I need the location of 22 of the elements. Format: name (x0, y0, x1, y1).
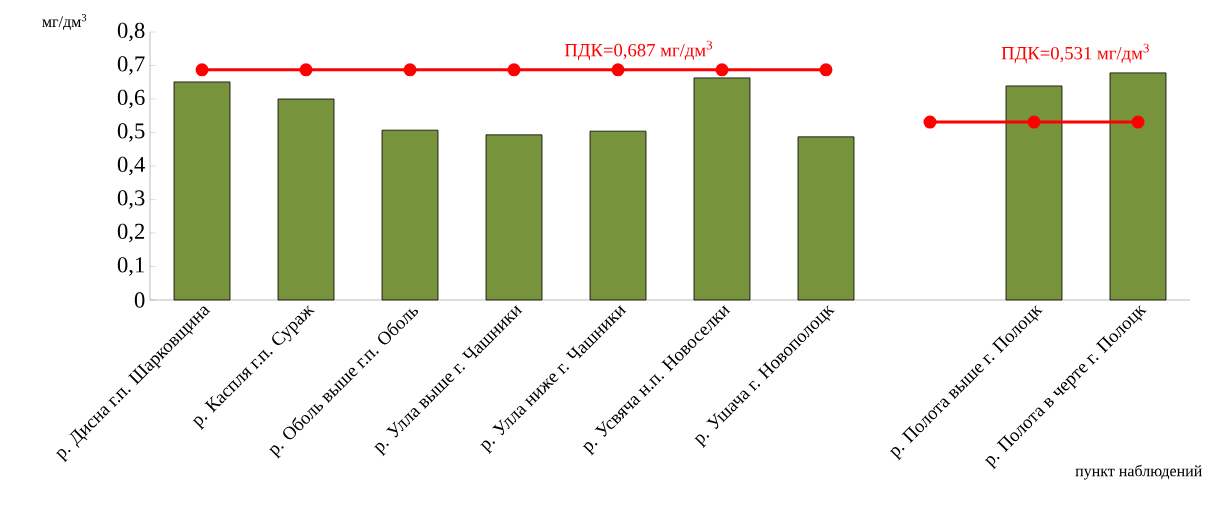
text: ПДК=0,531 мг/дм$^{3}$ (1001, 43, 1149, 64)
bar (1109, 72, 1167, 301)
series-label: ПДК=0,687 мг/дм$^{3}$ (564, 40, 713, 61)
bar (381, 129, 439, 301)
y-tick-label: 0,7 (117, 56, 145, 75)
bar (797, 136, 855, 301)
y-tick-label: 0,4 (117, 156, 145, 176)
y-axis-title: мг/дм$^{3}$ (42, 14, 87, 30)
y-tick-label: 0,5 (117, 123, 145, 142)
bar (485, 134, 543, 301)
y-tick-label: 0,6 (117, 89, 145, 109)
bar (277, 98, 335, 301)
y-tick-label: 0 (134, 292, 145, 308)
bar (1005, 85, 1063, 301)
y-tick-label: 0,1 (117, 257, 144, 276)
y-tick-label: 0,3 (117, 190, 145, 209)
bar (693, 77, 751, 301)
bar (589, 130, 647, 301)
y-tick-label: 0,2 (117, 223, 145, 243)
x-axis-title: пункт наблюдений (1075, 464, 1202, 480)
bar (173, 81, 231, 301)
y-tick-label: 0,8 (117, 22, 145, 42)
